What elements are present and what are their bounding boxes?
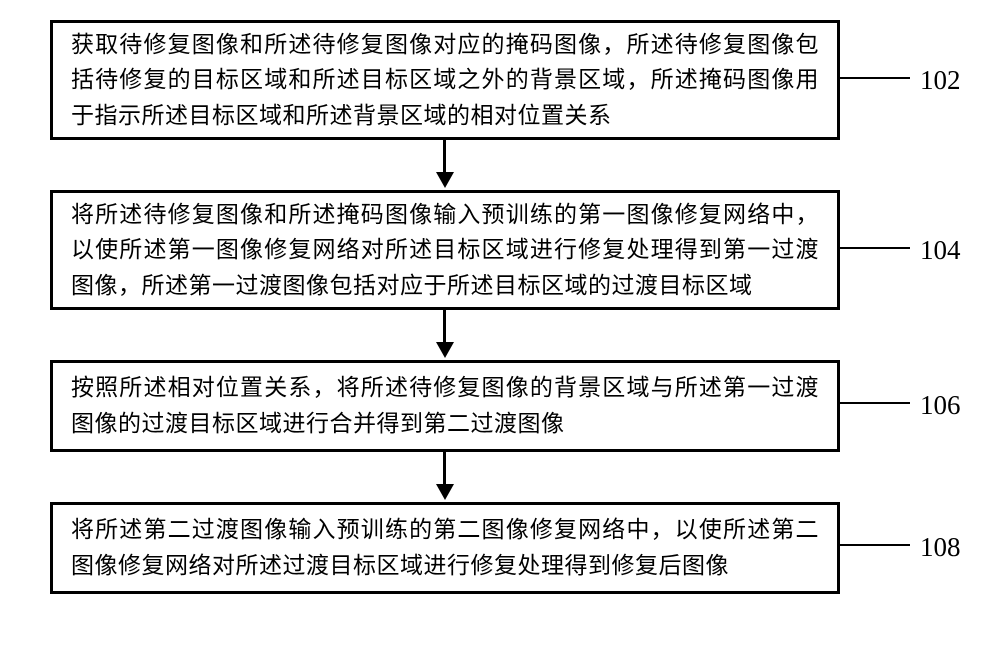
flow-step-108-text: 将所述第二过渡图像输入预训练的第二图像修复网络中，以使所述第二图像修复网络对所述… xyxy=(71,512,819,583)
arrow-1-head xyxy=(436,172,454,188)
flow-step-104: 将所述待修复图像和所述掩码图像输入预训练的第一图像修复网络中，以使所述第一图像修… xyxy=(50,190,840,310)
arrow-3-line xyxy=(443,452,446,486)
leader-102 xyxy=(840,77,910,79)
leader-108 xyxy=(840,544,910,546)
flow-step-102-text: 获取待修复图像和所述待修复图像对应的掩码图像，所述待修复图像包括待修复的目标区域… xyxy=(71,27,819,134)
flow-step-108: 将所述第二过渡图像输入预训练的第二图像修复网络中，以使所述第二图像修复网络对所述… xyxy=(50,502,840,594)
flow-step-104-text: 将所述待修复图像和所述掩码图像输入预训练的第一图像修复网络中，以使所述第一图像修… xyxy=(71,197,819,304)
label-104: 104 xyxy=(920,235,961,266)
arrow-1-line xyxy=(443,140,446,174)
label-106: 106 xyxy=(920,390,961,421)
leader-106 xyxy=(840,402,910,404)
flow-step-102: 获取待修复图像和所述待修复图像对应的掩码图像，所述待修复图像包括待修复的目标区域… xyxy=(50,20,840,140)
label-108: 108 xyxy=(920,532,961,563)
arrow-3-head xyxy=(436,484,454,500)
arrow-2-head xyxy=(436,342,454,358)
label-102: 102 xyxy=(920,65,961,96)
arrow-2-line xyxy=(443,310,446,344)
leader-104 xyxy=(840,247,910,249)
flow-step-106: 按照所述相对位置关系，将所述待修复图像的背景区域与所述第一过渡图像的过渡目标区域… xyxy=(50,360,840,452)
flow-step-106-text: 按照所述相对位置关系，将所述待修复图像的背景区域与所述第一过渡图像的过渡目标区域… xyxy=(71,370,819,441)
